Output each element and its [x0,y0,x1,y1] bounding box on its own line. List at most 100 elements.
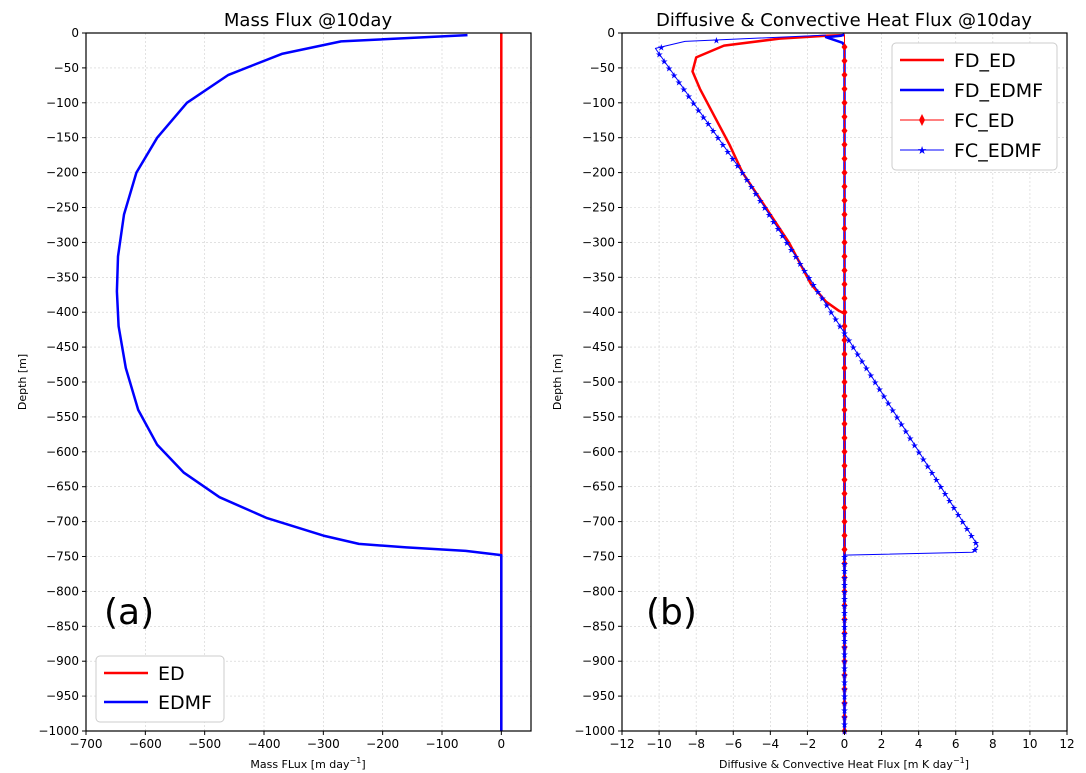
marker-fc-edmf: ★ [963,525,971,535]
x-tick-label: 10 [1022,737,1037,751]
y-tick-label: −250 [46,201,79,215]
panel-b-x-axis-label: Diffusive & Convective Heat Flux [m K da… [719,756,969,771]
y-tick-label: −850 [582,619,615,633]
marker-fc-edmf: ★ [752,190,760,200]
y-tick-label: −200 [582,166,615,180]
marker-fc-edmf: ★ [840,707,848,717]
marker-fc-ed [841,447,848,456]
marker-fc-edmf: ★ [774,225,782,235]
x-tick-label: 0 [498,737,506,751]
y-tick-label: −800 [46,584,79,598]
marker-fc-edmf: ★ [761,204,769,214]
marker-fc-edmf: ★ [972,539,980,549]
marker-fc-edmf: ★ [665,64,673,74]
marker-fc-edmf: ★ [818,295,826,305]
marker-fc-edmf: ★ [712,36,720,46]
marker-fc-edmf: ★ [801,267,809,277]
y-tick-label: −1000 [38,724,79,738]
marker-fc-edmf: ★ [699,113,707,123]
marker-fc-edmf: ★ [840,588,848,598]
panel-b-y-axis-label: Depth [m] [551,354,564,410]
y-tick-label: −450 [582,340,615,354]
marker-fc-edmf: ★ [840,630,848,640]
y-tick-label: −600 [46,445,79,459]
panel-a-title: Mass Flux @10day [224,10,393,31]
y-tick-label: 0 [71,26,79,40]
marker-fc-ed [841,545,848,554]
marker-fc-edmf: ★ [871,379,879,389]
marker-fc-edmf: ★ [840,560,848,570]
panel-b-legend-box [891,42,1058,171]
y-tick-label: −50 [54,61,79,75]
marker-fc-edmf: ★ [928,469,936,479]
marker-fc-edmf: ★ [765,211,773,221]
marker-fc-edmf: ★ [840,567,848,577]
x-tick-label: −700 [70,737,103,751]
panel-b-title: Diffusive & Convective Heat Flux @10day [656,10,1032,31]
marker-fc-edmf: ★ [971,546,979,556]
y-tick-label: −500 [46,375,79,389]
marker-fc-edmf: ★ [840,602,848,612]
y-tick-label: −150 [46,131,79,145]
marker-fc-edmf: ★ [709,127,717,137]
y-tick-label: −950 [46,689,79,703]
marker-fc-ed [841,433,848,442]
marker-fc-ed [841,531,848,540]
y-tick-label: 0 [607,26,615,40]
y-tick-label: −650 [46,480,79,494]
marker-fc-edmf: ★ [884,399,892,409]
marker-fc-ed [841,266,848,275]
marker-fc-edmf: ★ [862,365,870,375]
panel-b-heat-flux: Diffusive & Convective Heat Flux @10day … [551,10,1075,771]
marker-fc-edmf: ★ [858,358,866,368]
marker-fc-edmf: ★ [670,71,678,81]
x-tick-label: 4 [915,737,923,751]
y-tick-label: −850 [46,619,79,633]
marker-fc-ed [841,503,848,512]
marker-fc-ed [841,168,848,177]
y-tick-label: −400 [582,305,615,319]
y-tick-label: −700 [46,515,79,529]
panel-b-y-ticks: 0 −50 −100 −150 −200 −250 −300 −350 −400 −450 −500… [574,26,622,738]
marker-fc-edmf: ★ [685,92,693,102]
y-tick-label: −100 [46,96,79,110]
panel-a-mass-flux: Mass Flux @10day −700 −600 −500 −400 −300 −20… [16,10,532,771]
marker-fc-edmf: ★ [924,462,932,472]
x-tick-label: −600 [129,737,162,751]
marker-fc-ed [841,210,848,219]
marker-fc-ed [841,98,848,107]
marker-fc-edmf: ★ [738,169,746,179]
marker-fc-edmf: ★ [854,351,862,361]
y-tick-label: −550 [46,410,79,424]
y-tick-label: −950 [582,689,615,703]
x-tick-label: −100 [426,737,459,751]
marker-fc-edmf: ★ [729,155,737,165]
marker-fc-ed [841,489,848,498]
marker-fc-ed [841,294,848,303]
marker-fc-ed [841,154,848,163]
panel-b-legend: FD_ED FD_EDMF FC_ED ★ FC_EDMF [891,42,1058,171]
panel-a-series [115,33,503,731]
marker-fc-edmf: ★ [747,183,755,193]
marker-fc-edmf: ★ [840,644,848,654]
x-tick-label: 6 [952,737,960,751]
marker-fc-ed [841,238,848,247]
marker-fc-edmf: ★ [875,385,883,395]
marker-fc-edmf: ★ [783,239,791,249]
y-tick-label: −450 [46,340,79,354]
marker-fc-ed [841,56,848,65]
y-tick-label: −550 [582,410,615,424]
marker-fc-edmf: ★ [897,420,905,430]
marker-fc-edmf: ★ [655,50,663,60]
y-tick-label: −100 [582,96,615,110]
marker-fc-ed [841,461,848,470]
marker-fc-ed [841,322,848,331]
legend-label-fd-ed: FD_ED [954,50,1016,72]
x-tick-label: −200 [366,737,399,751]
marker-fc-edmf: ★ [787,246,795,256]
marker-fc-edmf: ★ [840,679,848,689]
marker-fc-ed [841,517,848,526]
marker-fc-edmf: ★ [932,476,940,486]
x-tick-label: 2 [878,737,886,751]
